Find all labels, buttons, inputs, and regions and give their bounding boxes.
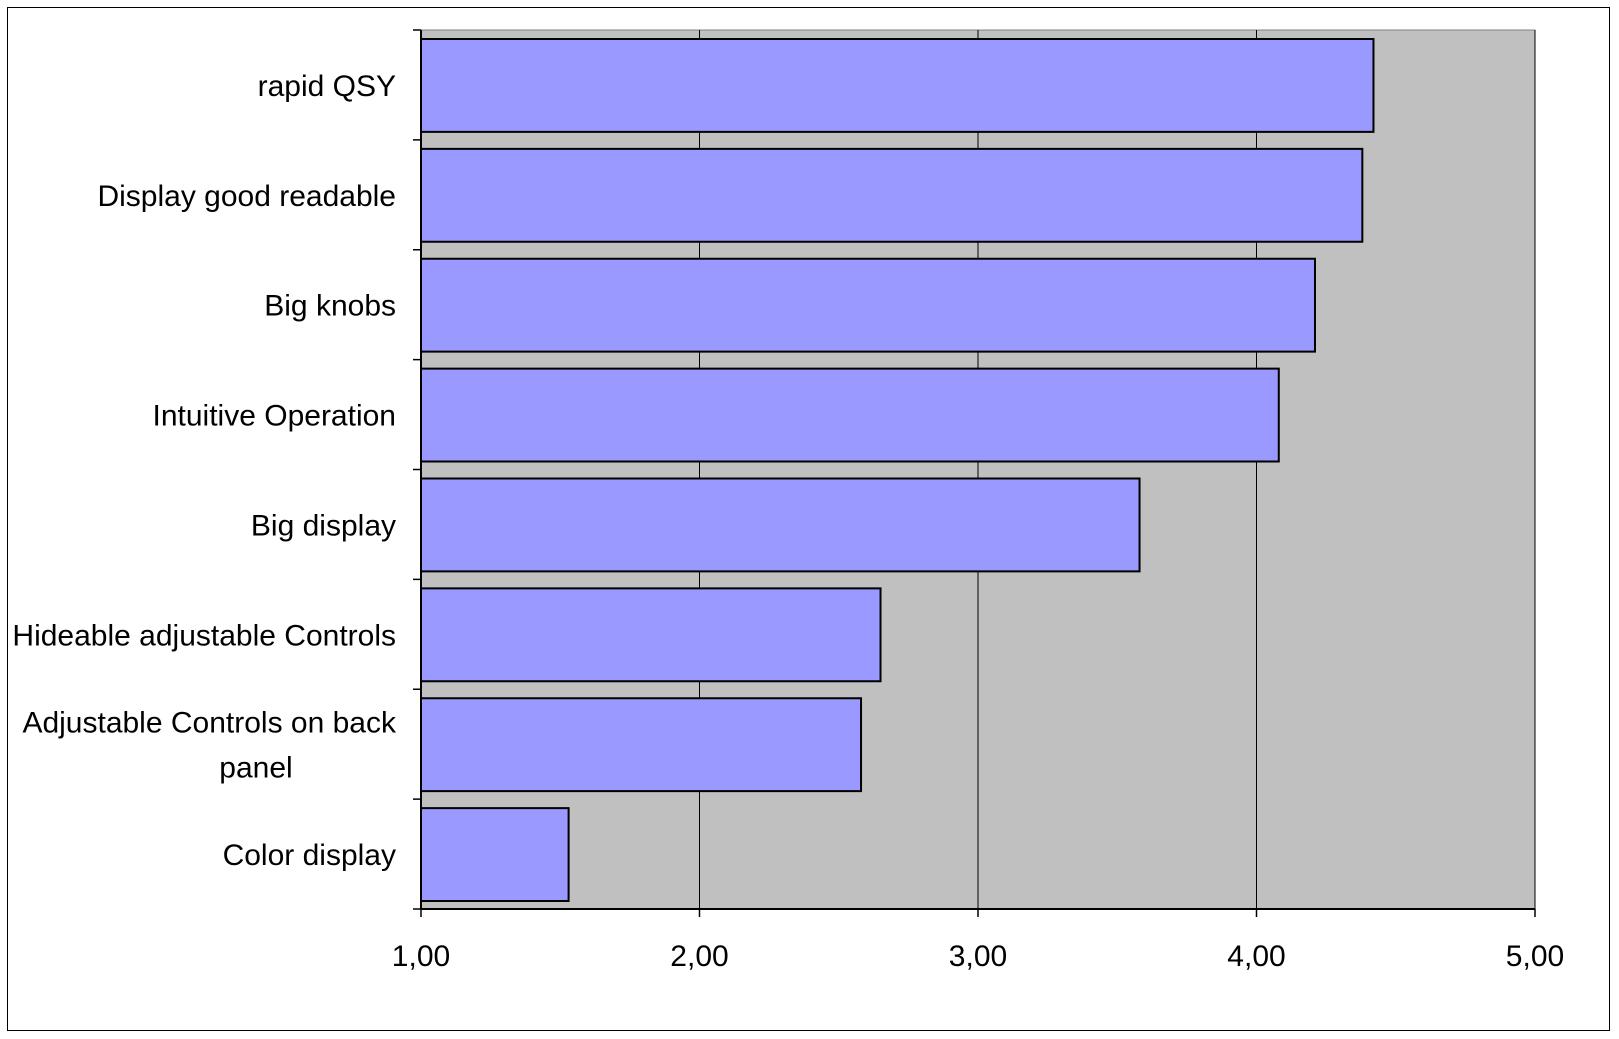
bar-7 <box>420 697 863 793</box>
bar-4 <box>420 367 1280 463</box>
x-tick-label-0: 1,00 <box>392 940 450 973</box>
bar-6 <box>420 587 882 683</box>
category-label-7: Adjustable Controls on back panel <box>22 707 397 785</box>
x-tick-label-4: 5,00 <box>1506 940 1564 973</box>
x-tick-label-3: 4,00 <box>1227 940 1285 973</box>
category-label-1: rapid QSY <box>258 70 396 103</box>
category-label-3: Big knobs <box>264 290 396 323</box>
bar-3 <box>420 257 1316 353</box>
category-label-2: Display good readable <box>97 180 396 213</box>
category-label-4: Intuitive Operation <box>153 400 396 433</box>
bar-5 <box>420 477 1141 573</box>
bar-8 <box>420 807 570 902</box>
bar-2 <box>420 147 1364 243</box>
category-label-5: Big display <box>251 509 396 542</box>
category-label-6: Hideable adjustable Controls <box>12 619 396 652</box>
bar-1 <box>420 38 1375 133</box>
category-label-8: Color display <box>223 839 396 872</box>
x-tick-label-2: 3,00 <box>949 940 1007 973</box>
x-tick-label-1: 2,00 <box>670 940 728 973</box>
